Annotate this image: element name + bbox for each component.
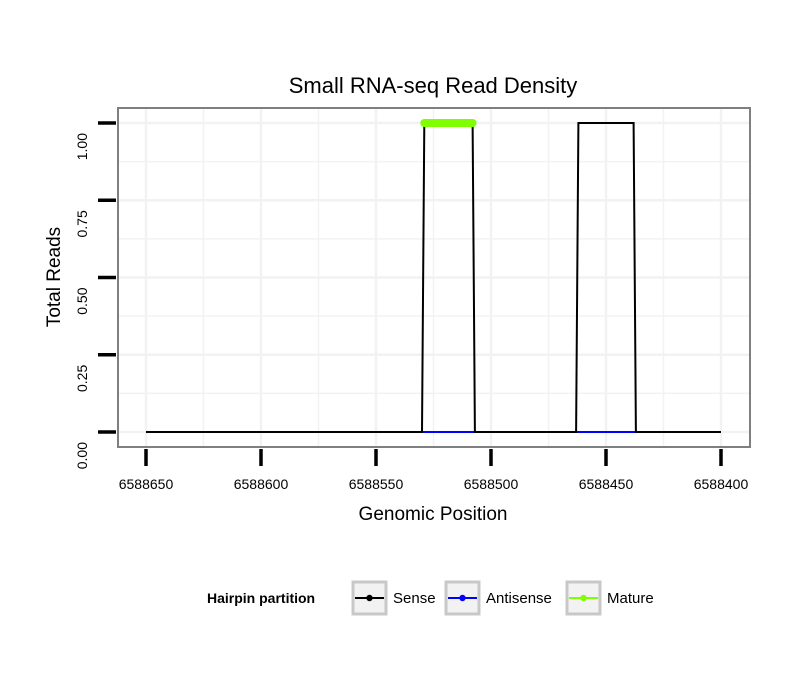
- y-tick-label: 0.75: [74, 210, 90, 237]
- series-layer: [146, 119, 721, 433]
- x-axis: 6588650 6588600 6588550 6588500 6588450 65884…: [119, 449, 749, 492]
- legend: Hairpin partition Sense Antisense Mature: [207, 580, 654, 616]
- y-tick-label: 0.50: [74, 287, 90, 314]
- y-tick-label: 0.00: [74, 442, 90, 469]
- legend-key-dot: [580, 594, 587, 602]
- y-axis-title: Total Reads: [44, 227, 65, 327]
- legend-entry-antisense: Antisense: [444, 580, 552, 616]
- legend-key-dot: [366, 594, 373, 602]
- x-tick-label: 6588550: [349, 476, 404, 492]
- x-tick-label: 6588400: [694, 476, 749, 492]
- x-tick-label: 6588650: [119, 476, 174, 492]
- legend-key-dot: [459, 594, 466, 602]
- legend-entry-label: Sense: [393, 590, 436, 607]
- legend-entry-label: Antisense: [486, 590, 552, 607]
- legend-entry-mature: Mature: [565, 580, 654, 616]
- legend-title: Hairpin partition: [207, 590, 315, 606]
- y-axis: 0.00 0.25 0.50 0.75 1.00: [74, 121, 116, 469]
- legend-entry-sense: Sense: [351, 580, 436, 616]
- x-tick-label: 6588450: [579, 476, 634, 492]
- sense-series-line: [146, 122, 721, 433]
- y-tick-label: 0.25: [74, 365, 90, 392]
- panel-border: [117, 107, 751, 448]
- chart-title: Small RNA-seq Read Density: [289, 73, 578, 98]
- grid-layer: [119, 109, 749, 446]
- x-tick-label: 6588500: [464, 476, 519, 492]
- x-axis-title: Genomic Position: [359, 504, 508, 525]
- x-tick-label: 6588600: [234, 476, 289, 492]
- legend-entries: Sense Antisense Mature: [351, 580, 654, 616]
- y-tick-label: 1.00: [74, 133, 90, 160]
- legend-entry-label: Mature: [607, 590, 654, 607]
